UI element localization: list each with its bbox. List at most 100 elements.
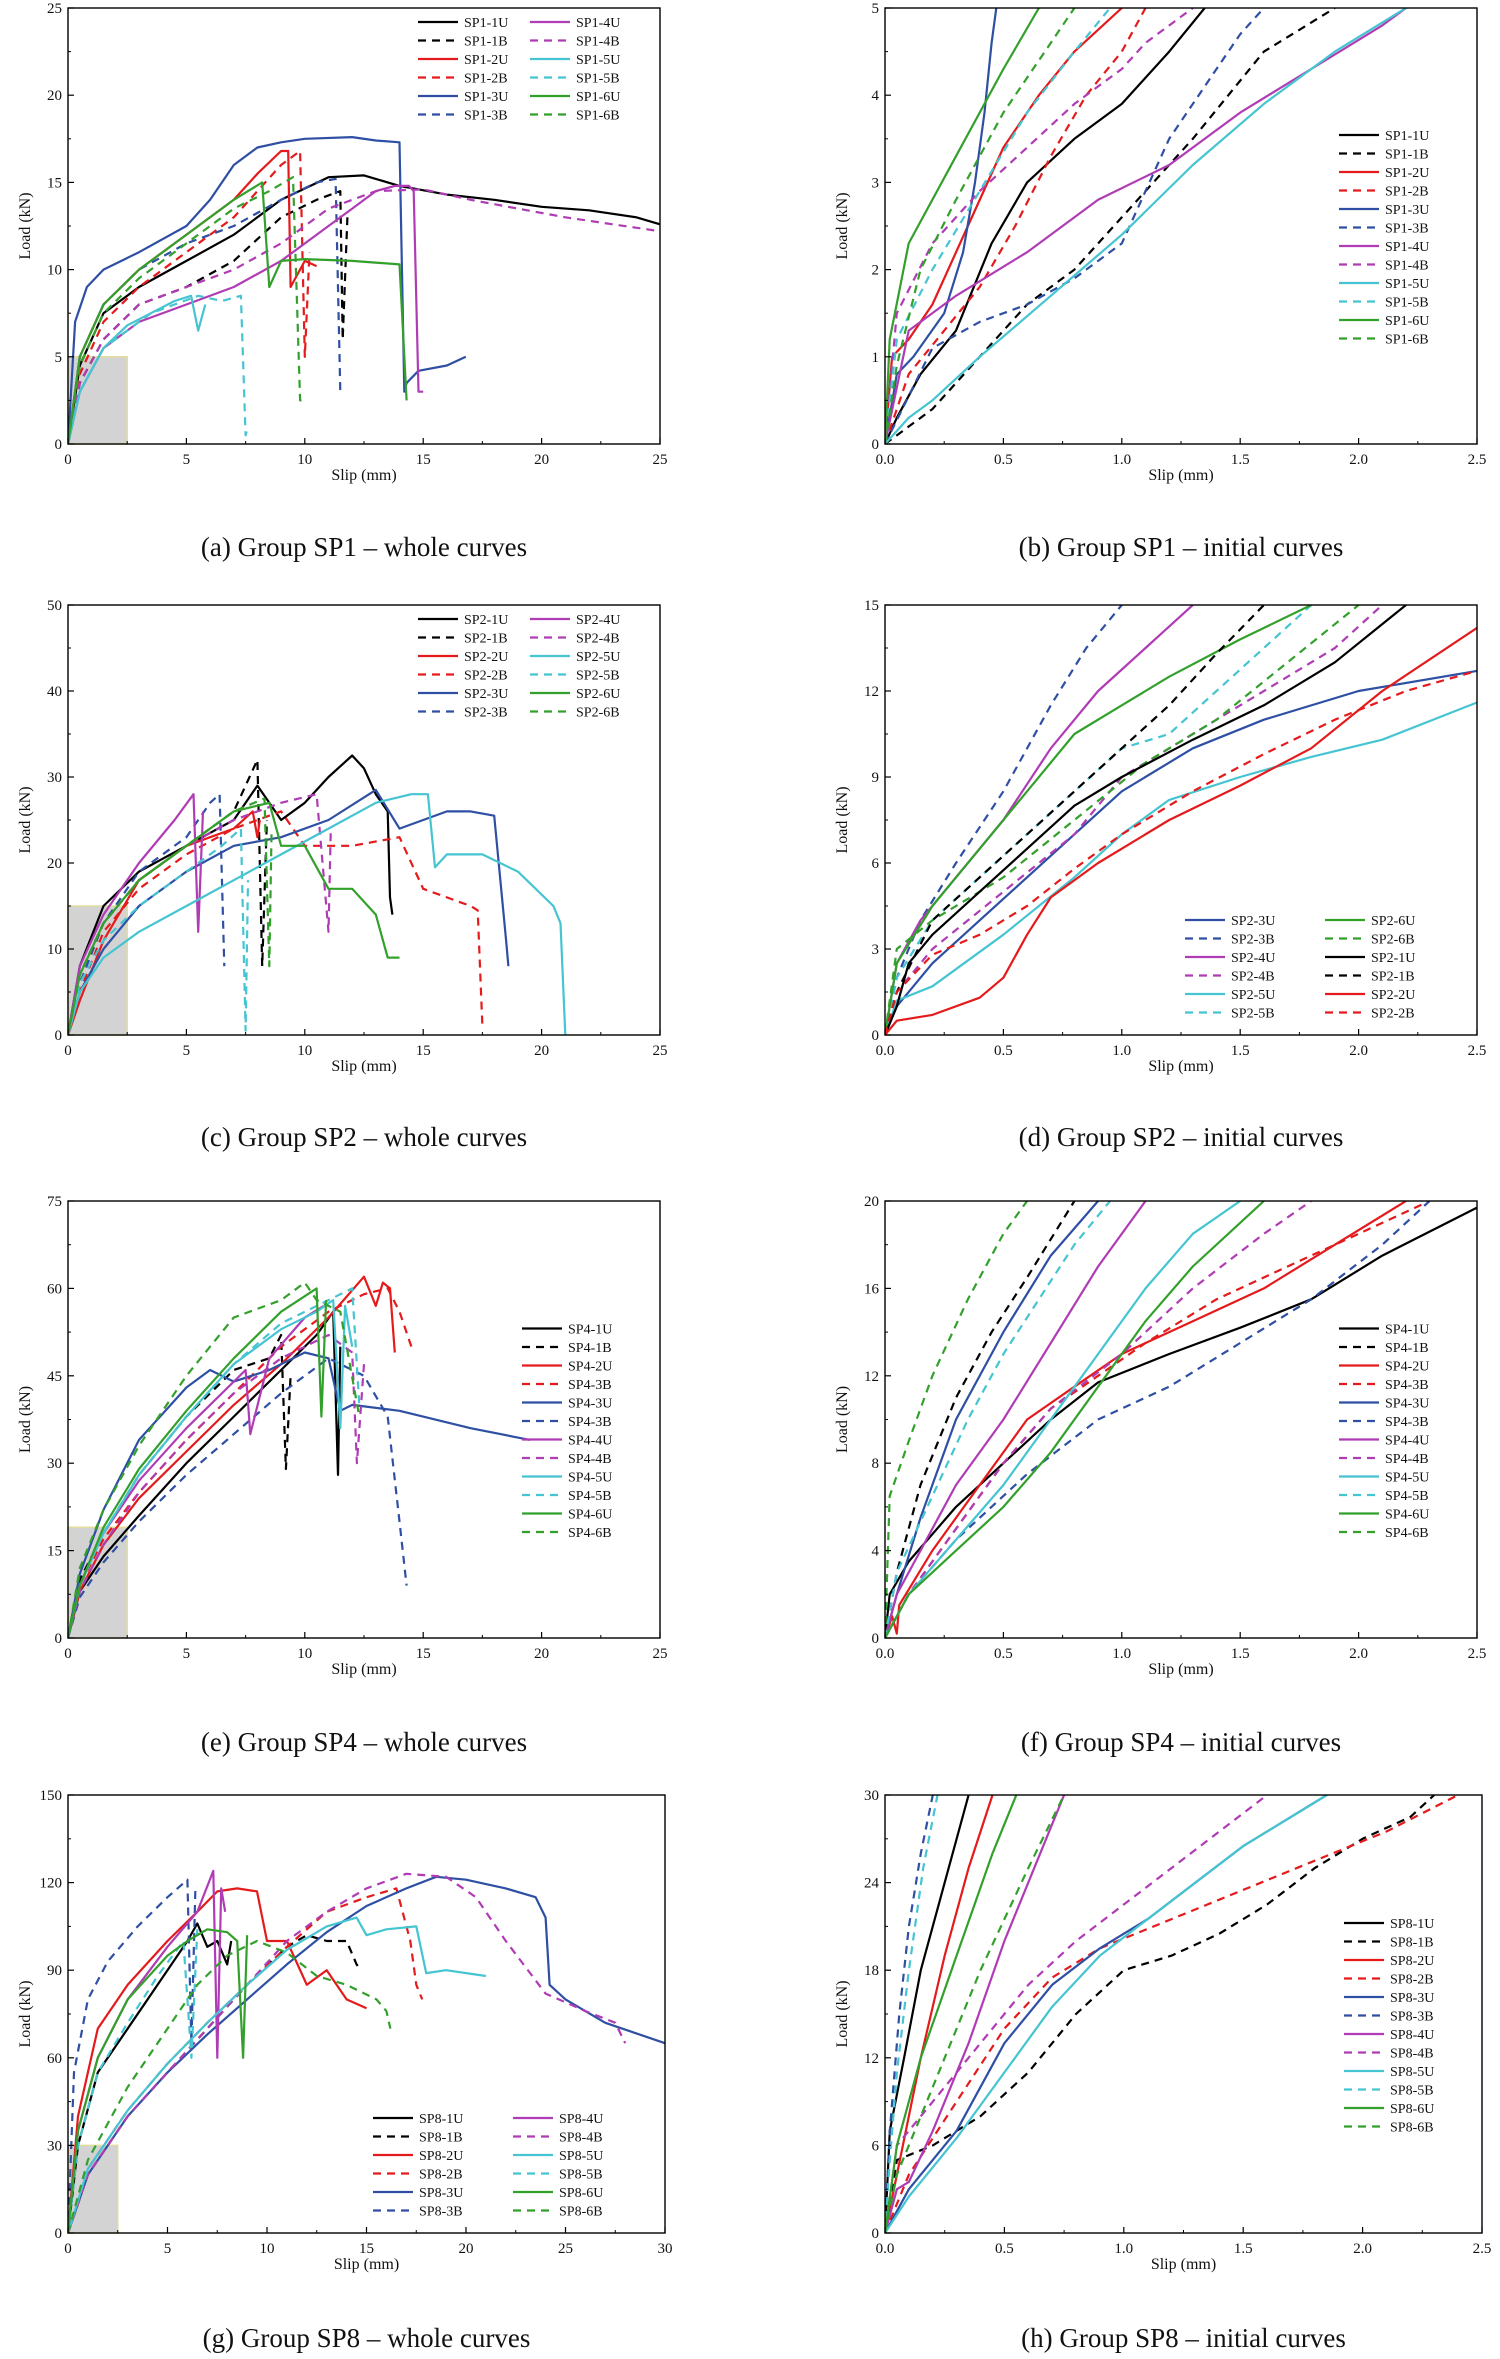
legend: SP4-1U SP4-1B SP4-2U SP4-3B SP4-3U SP4-3B SP4-… <box>522 1323 612 1541</box>
y-tick-label: 20 <box>47 856 62 872</box>
series-line-sp4-3b <box>68 1357 408 1638</box>
legend-entry: SP4-6U <box>568 1508 612 1523</box>
legend-entry: SP4-5U <box>1385 1471 1429 1486</box>
legend-entry: SP1-3B <box>1385 222 1429 237</box>
legend-entry: SP4-6B <box>568 1526 612 1541</box>
series-line-sp2-3b <box>885 605 1123 1035</box>
series-line-sp1-5u <box>885 8 1407 444</box>
y-tick-label: 75 <box>47 1194 62 1210</box>
y-tick-label: 0 <box>872 1028 880 1044</box>
legend-entry: SP2-3U <box>1231 914 1275 929</box>
x-tick-label: 0 <box>64 452 72 468</box>
y-tick-label: 16 <box>864 1281 880 1297</box>
series-line-sp2-4b <box>885 605 1384 1035</box>
y-tick-label: 9 <box>872 770 880 786</box>
legend-entry: SP8-2B <box>1390 1973 1434 1988</box>
series-line-sp2-6b <box>68 797 273 1035</box>
legend-entry: SP4-2U <box>1385 1360 1429 1375</box>
y-tick-label: 30 <box>47 770 62 786</box>
legend-entry: SP1-2U <box>1385 166 1429 181</box>
x-tick-label: 20 <box>534 1646 549 1662</box>
legend-entry: SP1-6B <box>1385 333 1429 348</box>
y-axis-label: Load (kN) <box>834 192 851 259</box>
series-line-sp8-5b <box>68 1929 199 2233</box>
y-tick-label: 0 <box>872 2226 880 2242</box>
x-tick-label: 20 <box>459 2241 474 2257</box>
legend-entry: SP8-3B <box>419 2205 463 2220</box>
legend-entry: SP2-3B <box>1231 933 1275 948</box>
panel-h: 0.0 0.5 1.0 1.5 2.0 2.5 0 6 12 18 24 30 Slip (mm) Loa… <box>834 1788 1491 2353</box>
x-tick-label: 10 <box>260 2241 275 2257</box>
legend-entry: SP1-4B <box>576 35 620 50</box>
y-tick-label: 5 <box>55 350 63 366</box>
legend-entry: SP8-1U <box>419 2112 463 2127</box>
legend-entry: SP8-4B <box>1390 2047 1434 2062</box>
y-tick-label: 0 <box>872 1631 880 1647</box>
plot-frame <box>67 7 661 445</box>
x-tick-label: 2.5 <box>1473 2241 1492 2257</box>
legend-entry: SP2-1U <box>464 613 508 628</box>
series-group <box>885 1795 1459 2233</box>
x-tick-label: 15 <box>416 1043 431 1059</box>
legend-entry: SP1-1B <box>464 35 508 50</box>
legend-entry: SP1-6U <box>576 90 620 105</box>
series-line-sp4-3u <box>885 1201 1099 1638</box>
panel-caption: (d) Group SP2 – initial curves <box>1019 1122 1344 1152</box>
series-line-sp2-6u <box>885 605 1312 1035</box>
series-line-sp4-6b <box>68 1281 361 1638</box>
series-line-sp1-6b <box>68 176 305 444</box>
x-tick-label: 20 <box>534 1043 549 1059</box>
legend-entry: SP1-5B <box>576 72 620 87</box>
x-tick-label: 1.0 <box>1112 1043 1131 1059</box>
x-tick-label: 5 <box>164 2241 172 2257</box>
series-line-sp4-5b <box>885 1201 1111 1638</box>
legend-entry: SP1-6B <box>576 109 620 124</box>
legend-entry: SP4-3B <box>1385 1378 1429 1393</box>
series-line-sp1-4u <box>885 8 1407 444</box>
y-tick-label: 0 <box>55 2226 63 2242</box>
legend-entry: SP2-5U <box>1231 988 1275 1003</box>
y-tick-label: 0 <box>55 437 63 453</box>
x-tick-label: 2.5 <box>1468 452 1487 468</box>
legend: SP1-1U SP1-1B SP1-2U SP1-2B SP1-3U SP1-3B SP1-… <box>1339 129 1429 348</box>
legend-entry: SP1-3U <box>464 90 508 105</box>
series-line-sp8-6u <box>68 1928 249 2233</box>
legend-entry: SP8-4U <box>1390 2028 1434 2043</box>
y-tick-label: 2 <box>872 263 880 279</box>
legend-entry: SP1-1U <box>464 16 508 31</box>
legend-entry: SP2-5B <box>1231 1007 1275 1022</box>
y-tick-label: 3 <box>872 942 880 958</box>
legend-entry: SP2-5B <box>576 669 620 684</box>
legend-entry: SP4-1B <box>568 1341 612 1356</box>
y-tick-label: 50 <box>47 598 62 614</box>
legend-entry: SP4-1U <box>1385 1323 1429 1338</box>
series-line-sp8-4b <box>68 1872 627 2233</box>
legend-entry: SP8-6U <box>559 2186 603 2201</box>
legend-entry: SP8-6B <box>1390 2121 1434 2136</box>
legend: SP8-1U SP8-1B SP8-2U SP8-2B SP8-3U SP8-3B SP8-… <box>1344 1917 1434 2136</box>
y-tick-label: 10 <box>47 263 62 279</box>
legend-entry: SP2-1U <box>1371 951 1415 966</box>
x-tick-label: 0 <box>64 2241 72 2257</box>
legend-entry: SP8-6B <box>559 2205 603 2220</box>
x-tick-label: 2.0 <box>1349 452 1368 468</box>
x-tick-label: 0.0 <box>876 2241 895 2257</box>
series-line-sp8-5u <box>885 1795 1328 2233</box>
series-line-sp4-6b <box>885 1201 1028 1638</box>
x-tick-label: 5 <box>183 1646 191 1662</box>
series-line-sp1-2b <box>68 149 311 444</box>
series-line-sp1-6u <box>68 181 408 444</box>
x-tick-label: 2.5 <box>1468 1646 1487 1662</box>
legend: SP2-3U SP2-3B SP2-4U SP2-4B SP2-5U SP2-5B SP2-… <box>1185 914 1415 1022</box>
panel-caption: (g) Group SP8 – whole curves <box>203 2323 531 2353</box>
series-line-sp8-2b <box>885 1795 1459 2233</box>
legend: SP4-1U SP4-1B SP4-2U SP4-3B SP4-3U SP4-3B SP4-… <box>1339 1323 1429 1541</box>
legend-entry: SP2-6B <box>1371 933 1415 948</box>
series-line-sp8-3b <box>885 1795 934 2233</box>
x-tick-label: 10 <box>297 452 312 468</box>
x-tick-label: 25 <box>653 1646 668 1662</box>
y-tick-label: 30 <box>47 1456 62 1472</box>
legend-entry: SP2-4B <box>1231 970 1275 985</box>
series-line-sp1-1u <box>68 174 660 444</box>
